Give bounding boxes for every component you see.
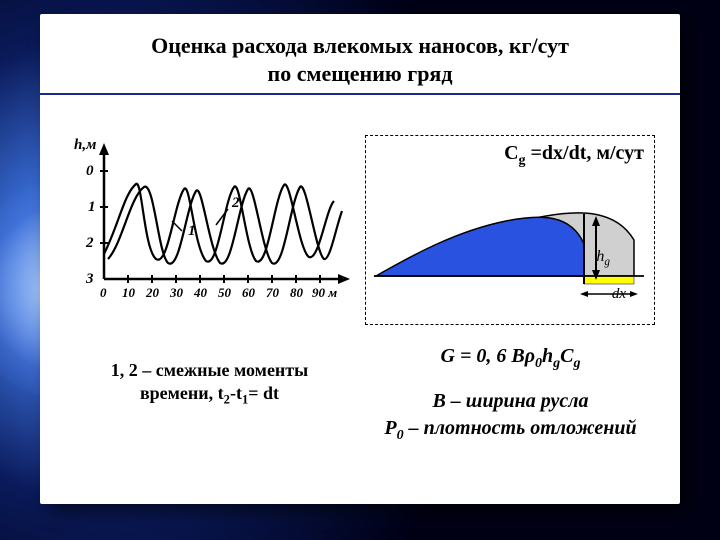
svg-text:10: 10 xyxy=(122,285,136,300)
svg-text:h,м: h,м xyxy=(74,137,96,153)
caption-line2-suffix: = dt xyxy=(248,383,279,403)
right-column: Сg =dx/dt, м/сут xyxy=(365,105,656,446)
right-formulas: G = 0, 6 Bρ0hgCg B – ширина русла Ρ0 – п… xyxy=(365,345,656,446)
def-B: B – ширина русла xyxy=(365,388,656,415)
dx-band xyxy=(584,276,634,284)
svg-text:2: 2 xyxy=(231,195,240,211)
hg-label: hg xyxy=(596,248,610,268)
left-caption: 1, 2 – смежные моменты времени, t2-t1= d… xyxy=(64,359,355,408)
svg-text:20: 20 xyxy=(145,285,160,300)
svg-text:0: 0 xyxy=(100,285,107,300)
svg-text:40: 40 xyxy=(193,285,208,300)
bedform-diagram: Сg =dx/dt, м/сут xyxy=(365,135,655,325)
wave-series-1 xyxy=(104,184,334,262)
caption-line2-prefix: времени, t xyxy=(140,383,224,403)
svg-text:30: 30 xyxy=(169,285,184,300)
svg-text:70: 70 xyxy=(266,285,280,300)
dx-label: dx xyxy=(612,286,626,303)
bedform-front xyxy=(376,217,584,276)
svg-text:50: 50 xyxy=(218,285,232,300)
svg-text:3: 3 xyxy=(85,271,94,287)
slide-card: Оценка расхода влекомых наносов, кг/сут … xyxy=(40,14,680,504)
svg-text:0: 0 xyxy=(86,163,94,179)
caption-line2-mid: -t xyxy=(230,383,242,403)
wave-series-2 xyxy=(108,186,342,263)
svg-text:1: 1 xyxy=(188,223,196,239)
caption-line1: 1, 2 – смежные моменты xyxy=(111,360,308,380)
content-row: h,м 0 1 2 3 0 10 20 30 40 50 60 xyxy=(64,105,656,446)
title-line1: Оценка расхода влекомых наносов, кг/сут xyxy=(151,33,569,58)
def-P0: Ρ0 – плотность отложений xyxy=(365,415,656,446)
wave-chart: h,м 0 1 2 3 0 10 20 30 40 50 60 xyxy=(64,129,354,329)
title-rule xyxy=(40,93,680,95)
slide-title: Оценка расхода влекомых наносов, кг/сут … xyxy=(64,32,656,87)
svg-text:1: 1 xyxy=(88,199,96,215)
svg-text:90 м: 90 м xyxy=(312,285,337,300)
svg-text:80: 80 xyxy=(290,285,304,300)
left-column: h,м 0 1 2 3 0 10 20 30 40 50 60 xyxy=(64,105,355,446)
wave-chart-svg: h,м 0 1 2 3 0 10 20 30 40 50 60 xyxy=(64,129,354,329)
svg-text:60: 60 xyxy=(242,285,256,300)
svg-text:2: 2 xyxy=(85,235,94,251)
title-line2: по смещению гряд xyxy=(268,61,453,86)
g-formula: G = 0, 6 Bρ0hgCg xyxy=(365,345,656,372)
